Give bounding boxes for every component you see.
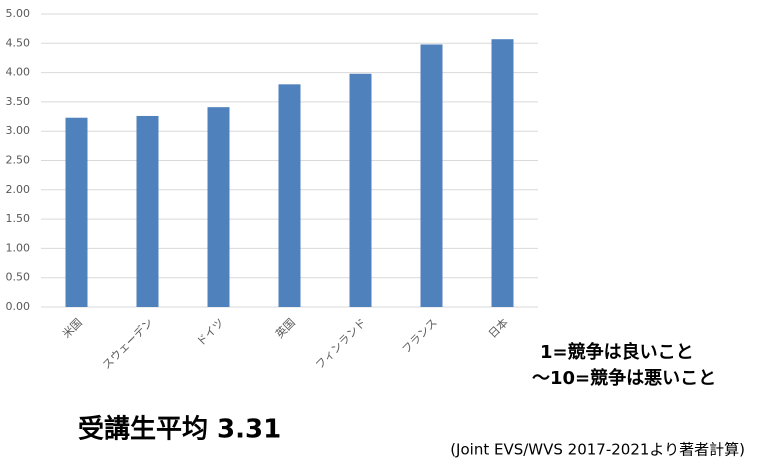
bar — [349, 73, 372, 307]
annotation: ～10=競争は悪いこと — [532, 367, 716, 389]
y-tick-label: 1.00 — [6, 241, 31, 254]
y-tick-label: 3.00 — [6, 124, 31, 137]
bar — [136, 115, 159, 308]
x-tick-label: ドイツ — [194, 316, 227, 349]
annotation: 1=競争は良いこと — [540, 341, 694, 363]
y-tick-label: 5.00 — [6, 7, 31, 20]
y-tick-label: 3.50 — [6, 95, 31, 108]
y-tick-label: 4.00 — [6, 66, 31, 79]
x-tick-label: フランス — [400, 316, 440, 356]
y-tick-label: 2.50 — [6, 154, 31, 167]
x-tick-label: 米国 — [60, 316, 85, 341]
x-tick-label: 日本 — [485, 315, 510, 340]
y-tick-label: 0.50 — [6, 271, 31, 284]
bar — [207, 107, 230, 307]
y-tick-label: 4.50 — [6, 36, 31, 49]
y-tick-label: 0.00 — [6, 300, 31, 313]
bar — [278, 84, 301, 307]
x-tick-label: 英国 — [272, 315, 297, 340]
annotation: 受講生平均 3.31 — [78, 414, 281, 445]
x-tick-label: フィンランド — [313, 316, 369, 372]
x-tick-label: スウェーデン — [99, 315, 156, 372]
bar — [491, 39, 514, 307]
y-tick-label: 2.00 — [6, 183, 31, 196]
bar — [420, 44, 443, 308]
y-tick-label: 1.50 — [6, 212, 31, 225]
bar — [65, 117, 88, 307]
annotation: (Joint EVS/WVS 2017-2021より著者計算) — [450, 441, 745, 459]
